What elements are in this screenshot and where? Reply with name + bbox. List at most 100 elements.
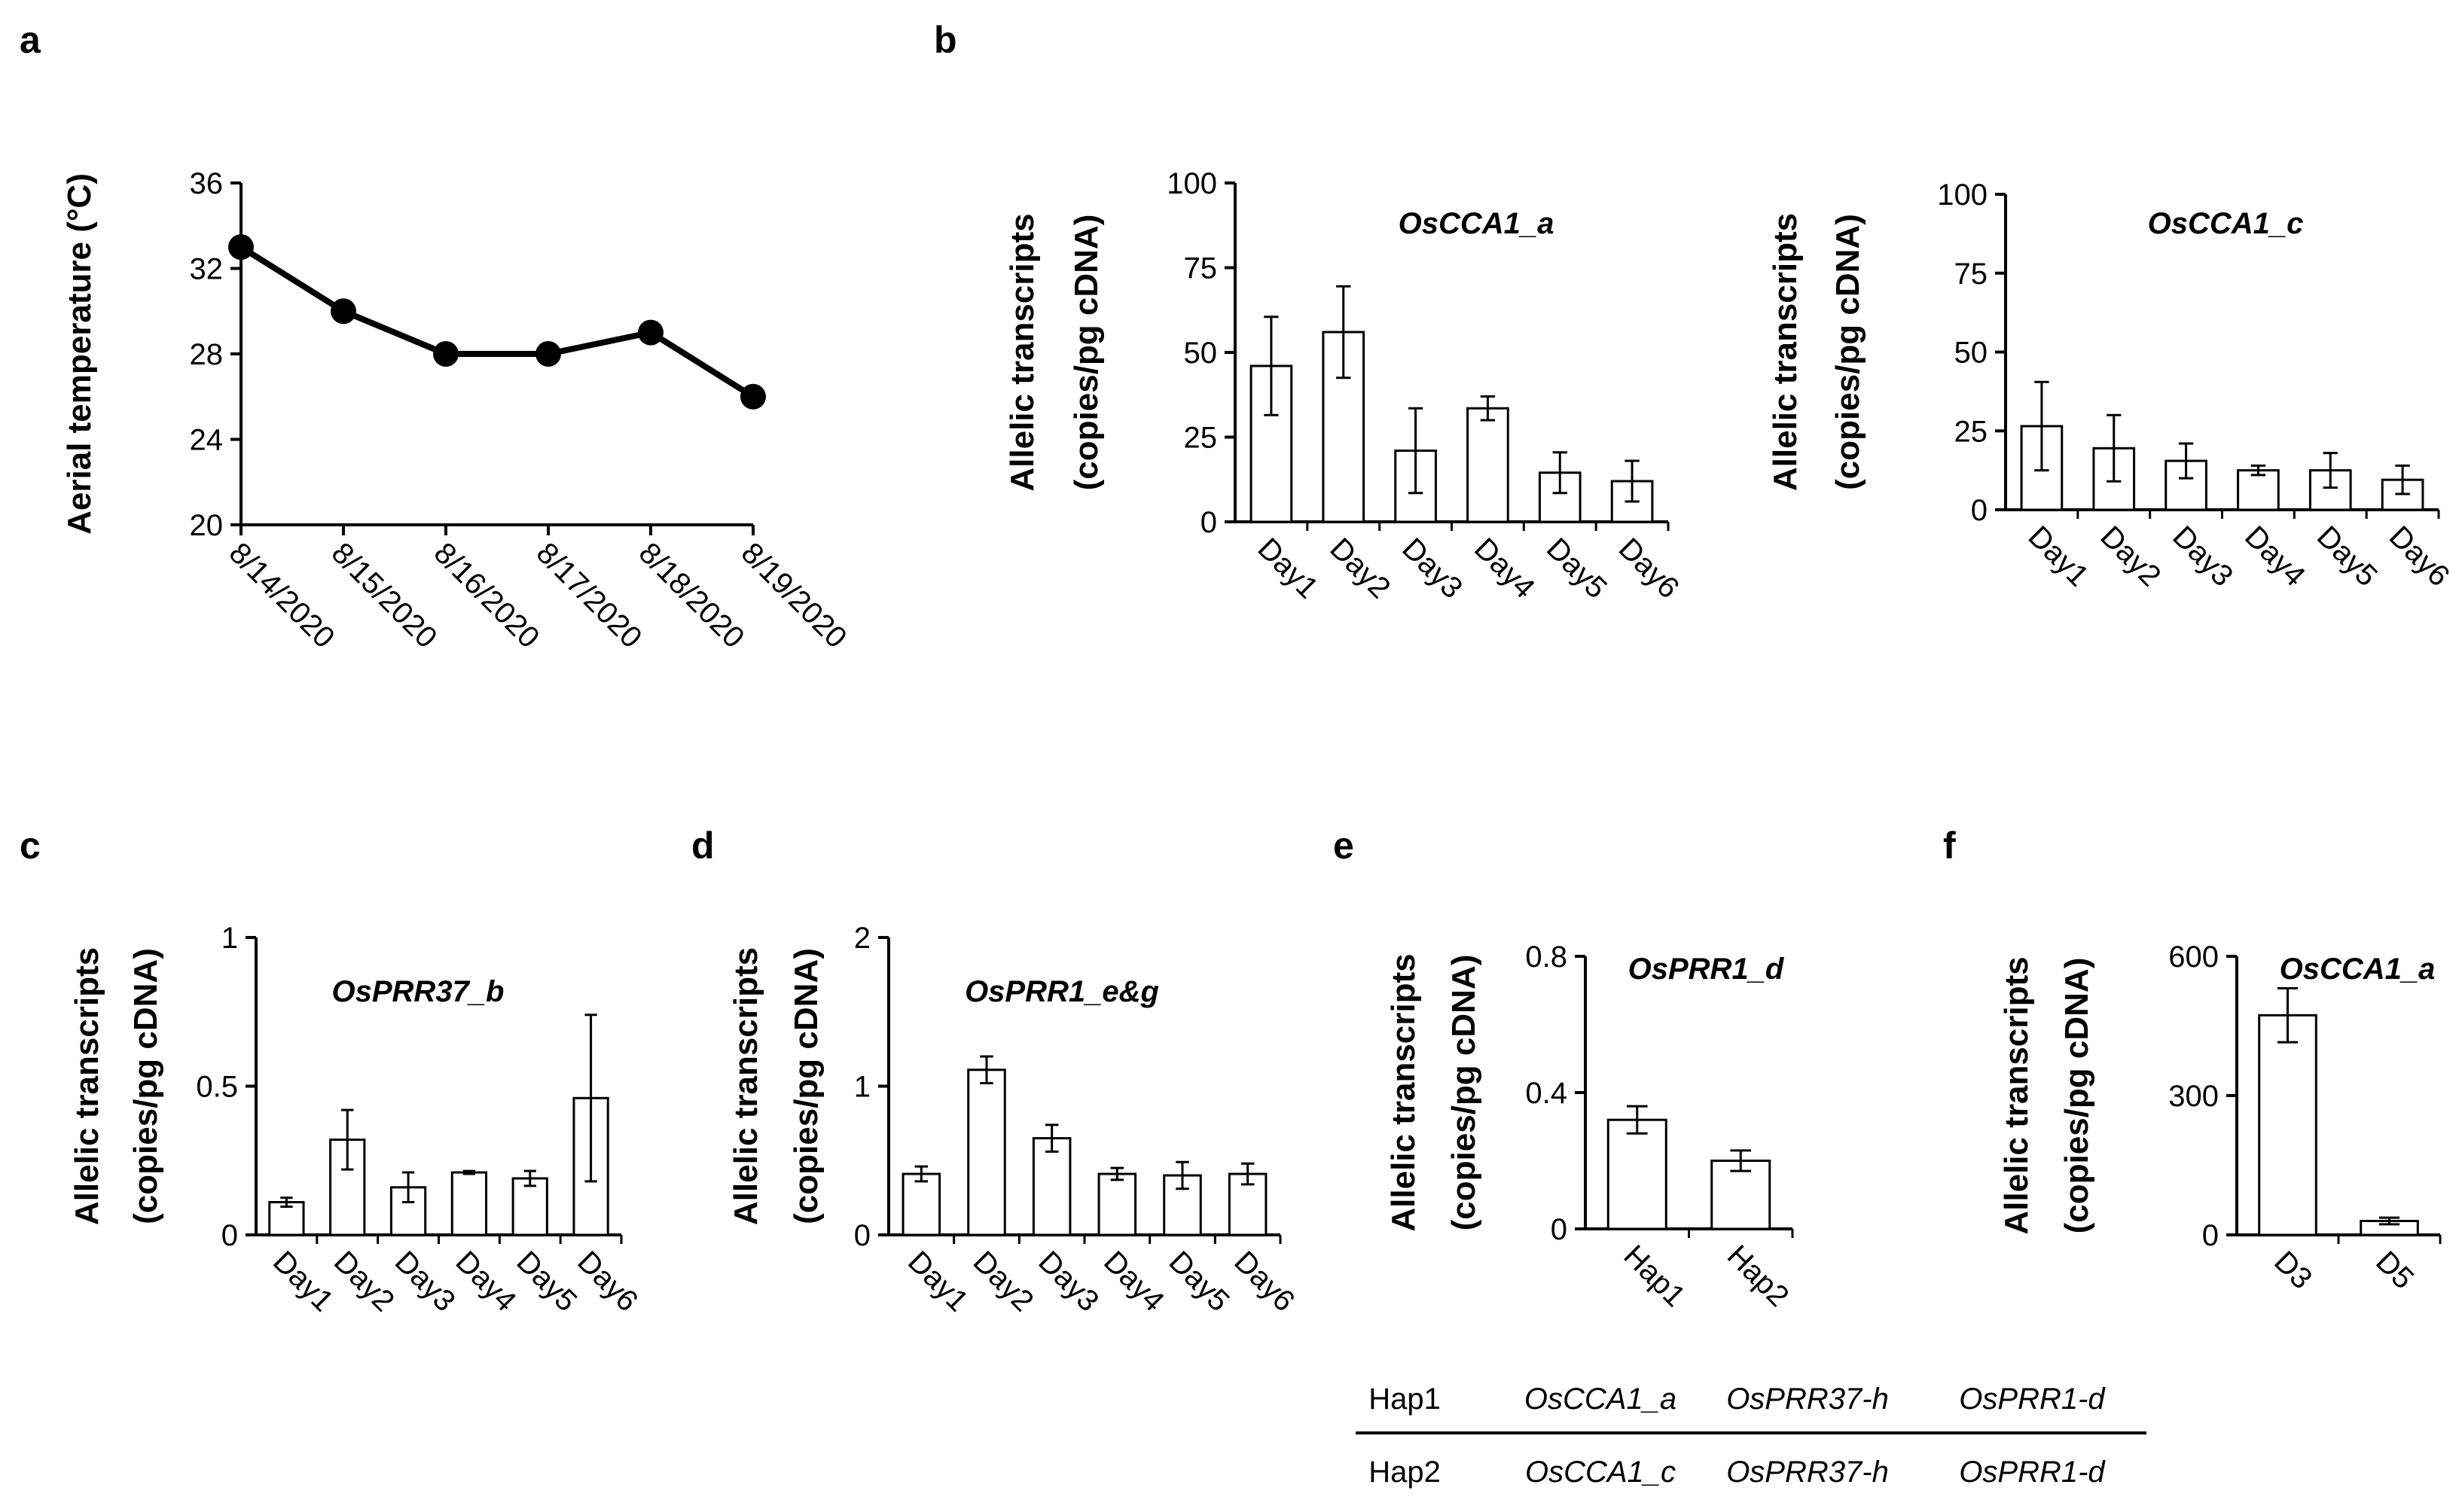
bar — [1097, 1172, 1137, 1236]
y-tick-label: 0 — [1971, 494, 1988, 527]
x-tick-label: Day6 — [2383, 520, 2456, 593]
y-axis-label-line1: Allelic transcripts — [1767, 213, 1804, 491]
panel-label-d: d — [691, 825, 715, 867]
y-tick-label: 50 — [1954, 337, 1988, 370]
x-tick-label: Day4 — [1097, 1245, 1170, 1318]
chart-title: OsPRR1_d — [1628, 953, 1785, 986]
y-axis-label-line2: (copies/pg cDNA) — [1445, 955, 1482, 1231]
y-axis-label-line2: (copies/pg cDNA) — [2058, 958, 2095, 1234]
y-tick-label: 0 — [854, 1219, 871, 1252]
bar-chart-osPRR1-d: 0 0.4 0.8 Allelic transcripts (copies/pg cDN… — [1385, 940, 1795, 1313]
x-tick-label: Day5 — [2311, 520, 2384, 593]
x-tick-label: Day1 — [2022, 520, 2095, 593]
y-axis-label-line2: (copies/pg cDNA) — [1068, 215, 1105, 491]
y-axis-label: Aerial temperature (°C) — [61, 173, 98, 535]
y-axis-label-line1: Allelic transcripts — [1004, 213, 1041, 491]
bar — [2237, 469, 2280, 511]
x-tick-label: Day2 — [967, 1245, 1040, 1318]
x-tick-label: Hap2 — [1721, 1239, 1795, 1313]
bar — [1710, 1160, 1771, 1230]
y-tick-label: 32 — [190, 253, 224, 286]
x-tick-label: Day2 — [2094, 520, 2167, 593]
table-cell: OsPRR37-h — [1726, 1456, 1889, 1489]
x-tick-label: Day5 — [1540, 532, 1613, 605]
y-axis-label-line1: Allelic transcripts — [728, 947, 764, 1225]
x-tick-label: Day5 — [510, 1245, 583, 1318]
y-axis-label-line2: (copies/pg cDNA) — [1829, 214, 1866, 490]
y-axis-label-line2: (copies/pg cDNA) — [788, 948, 825, 1224]
y-tick-label: 0 — [1200, 506, 1217, 539]
table-cell: OsPRR37-h — [1726, 1382, 1889, 1416]
x-tick-label: 8/19/2020 — [735, 536, 853, 654]
bar — [902, 1172, 941, 1236]
bar — [450, 1171, 488, 1236]
bar-chart-osPRR1-eg: 0 1 2 Allelic transcripts (copies/pg cDNA) Os… — [728, 922, 1301, 1318]
panel-label-b: b — [934, 19, 957, 61]
x-tick-label: Day3 — [1032, 1245, 1105, 1318]
y-tick-label: 25 — [1184, 422, 1218, 455]
x-tick-label: D5 — [2369, 1245, 2420, 1295]
x-tick-label: Day3 — [1396, 532, 1469, 605]
temperature-point — [638, 319, 664, 346]
y-tick-label: 100 — [1167, 167, 1217, 200]
x-tick-label: Day1 — [267, 1245, 340, 1318]
y-axis-label-line1: Allelic transcripts — [1385, 953, 1422, 1231]
x-tick-label: Day6 — [571, 1245, 644, 1318]
y-tick-label: 24 — [190, 424, 224, 457]
x-tick-label: Day3 — [2166, 520, 2239, 593]
chart-title: OsCCA1_a — [2280, 953, 2436, 986]
bar-chart-osCCA1-a-d3-d5: 0 300 600 Allelic transcripts (copies/pg cDN… — [1998, 940, 2442, 1296]
bar — [1466, 407, 1509, 523]
y-tick-label: 28 — [190, 338, 224, 371]
panel-label-a: a — [20, 19, 41, 61]
x-tick-label: Day6 — [1612, 532, 1686, 605]
x-tick-label: Day1 — [902, 1245, 975, 1318]
chart-title: OsCCA1_c — [2148, 207, 2304, 240]
bar — [1538, 471, 1582, 523]
temperature-point — [433, 341, 459, 367]
temperature-point — [331, 298, 356, 325]
y-axis-label-line1: Allelic transcripts — [69, 947, 105, 1225]
temperature-point — [535, 341, 561, 367]
x-tick-label: Day1 — [1252, 532, 1325, 605]
temperature-point — [228, 234, 254, 261]
y-tick-label: 36 — [190, 167, 224, 200]
panel-label-e: e — [1333, 825, 1354, 867]
y-tick-label: 25 — [1954, 415, 1988, 448]
y-tick-label: 300 — [2168, 1080, 2219, 1113]
y-tick-label: 75 — [1184, 252, 1218, 285]
panel-label-f: f — [1943, 825, 1956, 867]
bar — [1606, 1118, 1667, 1230]
y-tick-label: 50 — [1184, 337, 1218, 370]
temperature-line-chart: 20 24 28 32 36 Aerial temperature (°C) 8/14/20… — [61, 167, 853, 654]
chart-title: OsPRR37_b — [332, 975, 505, 1008]
y-tick-label: 600 — [2168, 940, 2219, 974]
bar-chart-osCCA1-a-days: 0 25 50 75 100 Allelic transcripts (copies/pg … — [1004, 167, 1686, 605]
x-tick-label: D3 — [2268, 1245, 2318, 1295]
temperature-series-line — [239, 244, 755, 400]
y-tick-label: 0.5 — [196, 1071, 238, 1104]
x-tick-label: Day4 — [1468, 532, 1541, 605]
x-tick-label: Hap1 — [1617, 1239, 1692, 1313]
bar — [511, 1177, 548, 1236]
x-tick-label: Day4 — [450, 1245, 523, 1318]
y-tick-label: 0 — [1551, 1213, 1567, 1246]
chart-title: OsCCA1_a — [1399, 207, 1554, 240]
table-cell: OsCCA1_a — [1524, 1382, 1676, 1416]
y-tick-label: 0 — [221, 1219, 238, 1252]
bar-chart-osCCA1-c-days: 0 25 50 75 100 Allelic transcripts (copies/pg … — [1767, 178, 2456, 593]
haplotype-table: Hap1 OsCCA1_a OsPRR37-h OsPRR1-d Hap2 Os… — [1356, 1382, 2146, 1489]
y-axis-label-line2: (copies/pg cDNA) — [127, 948, 164, 1224]
bar — [2258, 1014, 2317, 1236]
y-axis-label-line1: Allelic transcripts — [1998, 956, 2035, 1234]
x-tick-label: Day5 — [1163, 1245, 1236, 1318]
panel-label-c: c — [20, 825, 41, 867]
bar-chart-osPRR37-b: 0 0.5 1 Allelic transcripts (copies/pg cDNA)… — [69, 922, 644, 1318]
chart-title: OsPRR1_e&g — [965, 975, 1159, 1008]
y-tick-label: 100 — [1937, 178, 1988, 212]
y-tick-label: 1 — [221, 922, 238, 955]
x-tick-label: Day6 — [1228, 1245, 1301, 1318]
y-tick-label: 20 — [190, 509, 224, 542]
temperature-point — [740, 383, 766, 410]
y-tick-label: 0.4 — [1525, 1077, 1567, 1110]
